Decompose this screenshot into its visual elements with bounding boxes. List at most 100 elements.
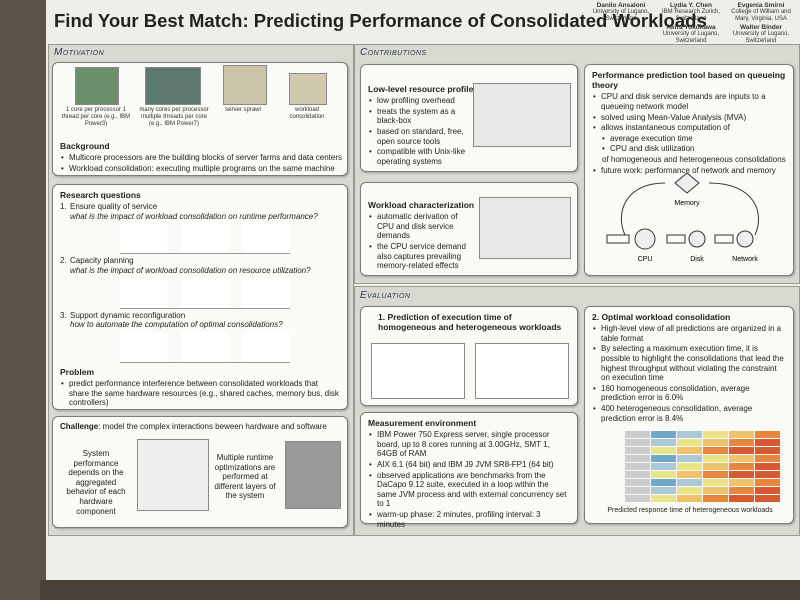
research-item: 1. Ensure quality of service what is the i… bbox=[60, 202, 340, 255]
heat-cell bbox=[625, 455, 650, 462]
bullet: predict performance interference between… bbox=[60, 379, 340, 408]
author-affiliation: IBM Research Zurich, Switzerland bbox=[661, 9, 721, 22]
chip-image bbox=[75, 67, 119, 105]
bullet-list: predict performance interference between… bbox=[60, 379, 340, 408]
bullet: warm-up phase: 2 minutes, profiling inte… bbox=[368, 510, 570, 529]
subheading: 1. Prediction of execution time of homog… bbox=[378, 312, 562, 333]
heat-cell bbox=[651, 495, 676, 502]
heat-cell bbox=[755, 431, 780, 438]
plot bbox=[371, 343, 465, 399]
bullet: allows instantaneous computation of bbox=[592, 123, 786, 133]
heat-cell bbox=[651, 487, 676, 494]
author-affiliation: University of Lugano, Switzerland bbox=[732, 31, 790, 44]
characterization-box: Workload characterization automatic deri… bbox=[360, 182, 578, 276]
bullet-list: IBM Power 750 Express server, single pro… bbox=[368, 430, 570, 529]
bullet: solved using Mean-Value Analysis (MVA) bbox=[592, 113, 786, 123]
item-title: 3. Support dynamic reconfiguration bbox=[60, 311, 340, 321]
screenshot bbox=[479, 197, 571, 259]
item-text: Ensure quality of service bbox=[70, 202, 158, 212]
item-question: what is the impact of workload consolida… bbox=[70, 211, 318, 221]
heat-cell bbox=[703, 431, 728, 438]
node-label: Memory bbox=[674, 200, 700, 207]
memory-node bbox=[674, 173, 700, 194]
connector bbox=[620, 182, 759, 236]
research-list: 1. Ensure quality of service what is the i… bbox=[60, 202, 340, 363]
profiler-box: Low-level resource profiler low profilin… bbox=[360, 64, 578, 172]
bullet-list: low profiling overheadtreats the system … bbox=[368, 96, 468, 166]
item-number: 3. bbox=[60, 310, 67, 320]
bullet: compatible with Unix-like operating syst… bbox=[368, 147, 468, 166]
queue bbox=[714, 234, 734, 244]
bullet-list: average execution timeCPU and disk utili… bbox=[592, 134, 786, 154]
research-item: 3. Support dynamic reconfiguration how to … bbox=[60, 311, 340, 363]
author-name: Akira Yokokawa bbox=[666, 24, 716, 31]
poster: Find Your Best Match: Predicting Perform… bbox=[46, 0, 800, 580]
heat-cell bbox=[755, 495, 780, 502]
heat-cell bbox=[755, 487, 780, 494]
bullet-list: Multicore processors are the building bl… bbox=[60, 153, 342, 173]
research-item: 2. Capacity planning what is the impact of… bbox=[60, 256, 340, 309]
heat-cell bbox=[651, 455, 676, 462]
bullet: future work: performance of network and … bbox=[592, 166, 786, 176]
heat-cell bbox=[755, 455, 780, 462]
hardware-diagram bbox=[137, 439, 209, 511]
title: Find Your Best Match: Predicting Perform… bbox=[54, 10, 707, 31]
item-question: how to automate the computation of optim… bbox=[70, 320, 283, 330]
heat-cell bbox=[703, 455, 728, 462]
bullet: treats the system as a black-box bbox=[368, 107, 468, 126]
subheading: Research questions bbox=[60, 190, 141, 200]
item-title: 2. Capacity planning bbox=[60, 256, 340, 266]
label: Challenge bbox=[60, 422, 99, 431]
heat-cell bbox=[677, 471, 702, 478]
bullet: 160 homogeneous consolidation, average p… bbox=[592, 384, 786, 403]
author: Evgenia Smirni College of William and Mar… bbox=[726, 2, 796, 22]
motivation-box: 1 core per processor 1 thread per core (… bbox=[52, 62, 348, 176]
bullet: Multicore processors are the building bl… bbox=[60, 153, 342, 163]
bullet-list: CPU and disk service demands are inputs … bbox=[592, 92, 786, 132]
heat-cell bbox=[755, 439, 780, 446]
node-label: Disk bbox=[690, 256, 704, 263]
bullet: based on standard, free, open source too… bbox=[368, 127, 468, 146]
subheading: Performance prediction tool based on que… bbox=[592, 70, 786, 91]
tool-box: Performance prediction tool based on que… bbox=[584, 64, 794, 276]
heat-cell bbox=[755, 447, 780, 454]
heat-cell bbox=[677, 487, 702, 494]
heat-cell bbox=[677, 479, 702, 486]
bullet: observed applications are benchmarks fro… bbox=[368, 471, 570, 509]
bullet: High-level view of all predictions are o… bbox=[592, 324, 786, 343]
heat-cell bbox=[651, 439, 676, 446]
item-title: 1. Ensure quality of service bbox=[60, 202, 340, 212]
queue-diagram: Memory CPU Disk Network bbox=[606, 173, 759, 263]
heat-cell bbox=[729, 431, 754, 438]
measurement-box: Measurement environment IBM Power 750 Ex… bbox=[360, 412, 578, 529]
heat-cell bbox=[625, 463, 650, 470]
queue bbox=[666, 234, 686, 244]
optimal-box: 2. Optimal workload consolidation High-l… bbox=[584, 306, 794, 524]
heat-cell bbox=[755, 471, 780, 478]
bullet: Workload consolidation: executing multip… bbox=[60, 164, 342, 174]
figure-label: 1 core per processor 1 thread per core (… bbox=[61, 107, 131, 128]
heat-cell bbox=[625, 487, 650, 494]
plot bbox=[475, 343, 569, 399]
bullet: IBM Power 750 Express server, single pro… bbox=[368, 430, 570, 459]
node-label: Network bbox=[732, 256, 758, 263]
heat-cell bbox=[729, 455, 754, 462]
heatmap-table bbox=[605, 431, 785, 503]
heat-cell bbox=[703, 495, 728, 502]
heat-cell bbox=[625, 431, 650, 438]
heat-cell bbox=[677, 455, 702, 462]
author-name: Walter Binder bbox=[739, 24, 782, 31]
bullet: average execution time bbox=[592, 134, 786, 144]
figure-label: workload consolidation bbox=[289, 107, 325, 121]
heat-cell bbox=[651, 447, 676, 454]
item-number: 1. bbox=[60, 202, 67, 212]
heat-cell bbox=[677, 439, 702, 446]
heat-cell bbox=[625, 471, 650, 478]
network-node bbox=[736, 230, 754, 248]
research-box: Research questions 1. Ensure quality of s… bbox=[52, 184, 348, 410]
heat-cell bbox=[677, 463, 702, 470]
text: Multiple runtime optimizations are perfo… bbox=[214, 453, 276, 501]
heat-cell bbox=[755, 479, 780, 486]
author-name: Danilo Ansaloni bbox=[596, 2, 646, 9]
